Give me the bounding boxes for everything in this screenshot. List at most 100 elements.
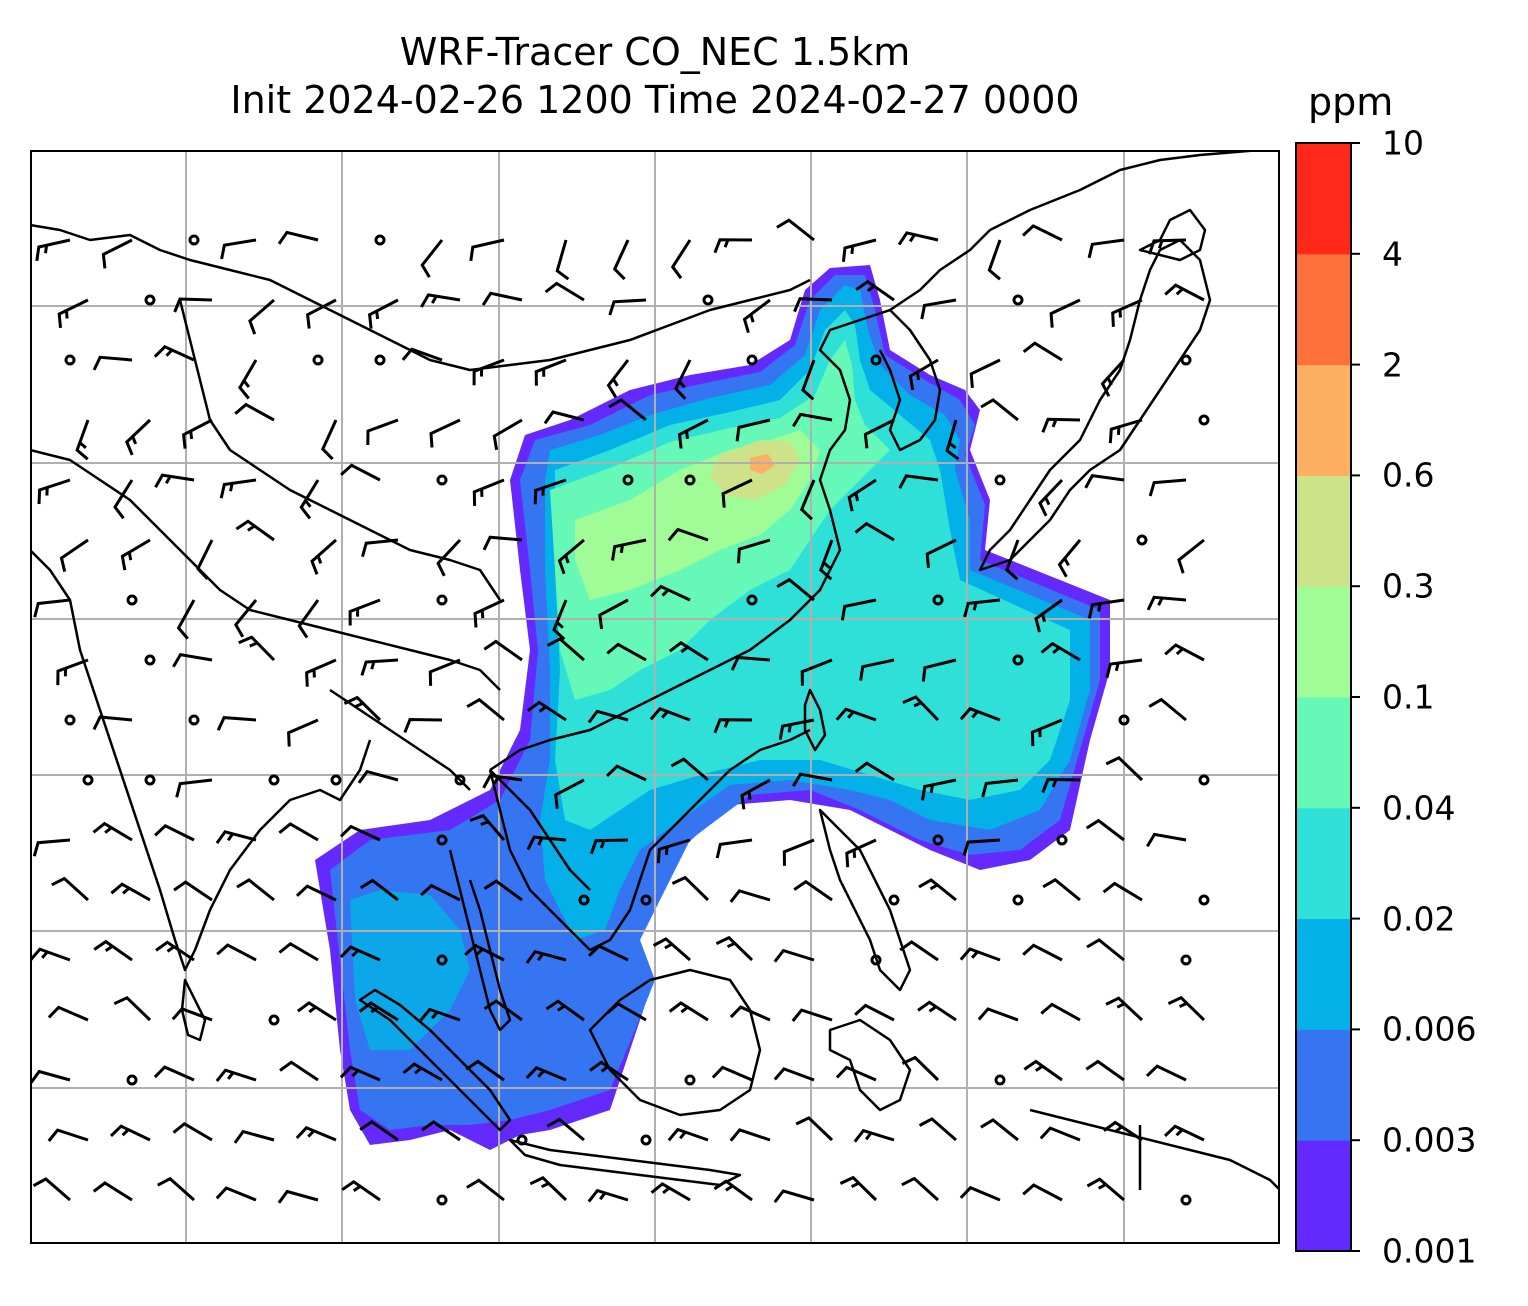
- wind-barb: [32, 1177, 71, 1202]
- wind-barb: [238, 635, 276, 662]
- wind-barb: [1022, 341, 1063, 362]
- wind-barb: [841, 238, 877, 262]
- wind-barb: [175, 778, 213, 798]
- wind-barb: [667, 527, 709, 542]
- wind-barb: [853, 1128, 895, 1143]
- wind-barb: [606, 359, 630, 399]
- wind-barb: [1148, 478, 1187, 497]
- wind-barb: [173, 880, 213, 902]
- colorbar: [1295, 142, 1360, 1252]
- calm-wind-circle: [1012, 294, 1024, 306]
- wind-barb: [920, 298, 957, 320]
- wind-barb: [606, 1002, 647, 1022]
- colorbar-ticks: [1351, 142, 1360, 1252]
- wind-barb: [668, 1001, 709, 1022]
- wind-barb: [155, 940, 195, 962]
- wind-barb: [1030, 718, 1063, 747]
- wind-barb: [482, 773, 523, 789]
- wind-barb: [800, 658, 833, 686]
- wind-barb: [469, 813, 506, 841]
- coastline-malay: [448, 849, 512, 1032]
- wind-barb: [215, 1068, 257, 1083]
- wind-barb: [713, 718, 753, 734]
- map-panel: [30, 150, 1280, 1244]
- wind-barb: [792, 772, 833, 787]
- colorbar-tick-label: 0.001: [1382, 1231, 1477, 1271]
- wind-barb: [649, 707, 691, 722]
- wind-barb: [153, 1065, 195, 1082]
- calm-wind-circle: [870, 354, 882, 366]
- wind-barb: [1105, 755, 1144, 782]
- coastline-sumatra: [358, 988, 512, 1132]
- colorbar-band: [1296, 364, 1351, 476]
- wind-barb: [1086, 938, 1125, 962]
- wind-barb: [543, 410, 585, 425]
- wind-barb: [277, 1189, 319, 1204]
- wind-barb: [721, 478, 753, 508]
- calm-wind-circle: [126, 1074, 138, 1086]
- wind-barb: [305, 658, 337, 687]
- calm-wind-circle: [268, 1014, 280, 1026]
- wind-barb: [855, 279, 895, 302]
- wind-barb: [782, 838, 815, 866]
- wind-barb: [1039, 1126, 1081, 1142]
- calm-wind-circle: [436, 1194, 448, 1206]
- wind-barb: [555, 239, 570, 281]
- wind-barb: [854, 1003, 895, 1022]
- wind-barb: [215, 1186, 257, 1202]
- wind-barb: [670, 239, 692, 280]
- wind-barb: [125, 418, 152, 456]
- wind-barb: [773, 1067, 815, 1082]
- wind-barb: [587, 1188, 629, 1203]
- wind-barb: [898, 474, 939, 489]
- wind-barb: [729, 1128, 771, 1142]
- wind-barb: [677, 418, 709, 449]
- wind-barb: [715, 838, 753, 859]
- colorbar-tick-label: 4: [1382, 234, 1403, 274]
- coastline-newguinea: [1029, 1108, 1280, 1191]
- wind-barb: [711, 1065, 753, 1082]
- wind-barb: [713, 238, 753, 254]
- wind-barb: [340, 463, 381, 482]
- wind-barb: [216, 943, 257, 962]
- wind-barb: [297, 599, 320, 639]
- wind-barb: [359, 878, 399, 902]
- wind-barb: [154, 473, 195, 489]
- colorbar-band: [1296, 143, 1351, 255]
- wind-barb: [650, 1182, 691, 1202]
- wind-barb: [466, 697, 505, 722]
- calm-wind-circle: [684, 474, 696, 486]
- wind-barb: [670, 757, 709, 782]
- wind-barb: [715, 935, 754, 962]
- calm-wind-circle: [188, 714, 200, 726]
- wind-barb: [310, 538, 337, 575]
- wind-barb: [557, 538, 585, 575]
- wind-barb: [339, 824, 381, 842]
- calm-wind-circle: [994, 474, 1006, 486]
- wind-barb: [668, 640, 709, 662]
- calm-wind-circle: [516, 1134, 528, 1146]
- wind-barb: [429, 418, 461, 448]
- wind-barb: [845, 838, 877, 868]
- coastline-indochina: [488, 728, 811, 952]
- wind-barb: [921, 658, 957, 682]
- wind-barb: [544, 281, 585, 302]
- wind-barb: [1146, 832, 1187, 848]
- wind-barb: [492, 418, 523, 451]
- wind-barb: [819, 539, 834, 581]
- wind-barb: [730, 655, 771, 671]
- wind-barb: [33, 598, 71, 618]
- wind-barb: [403, 717, 443, 734]
- wind-barb: [1034, 598, 1063, 633]
- wind-barb: [154, 823, 195, 842]
- calm-wind-circle: [126, 594, 138, 606]
- wind-barb: [366, 418, 399, 446]
- wind-barb: [587, 944, 629, 962]
- wind-barb: [525, 1066, 567, 1082]
- wind-barb: [75, 419, 90, 461]
- wind-barb: [1023, 1059, 1063, 1082]
- wind-barb: [740, 778, 771, 810]
- calm-wind-circle: [82, 774, 94, 786]
- colorbar-band: [1296, 586, 1351, 698]
- wind-barb: [546, 637, 585, 662]
